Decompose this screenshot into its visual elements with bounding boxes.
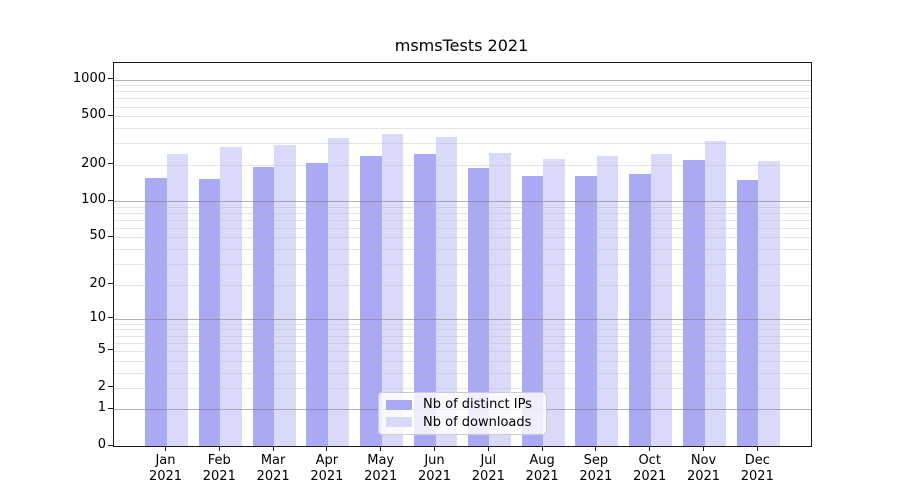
y-tick-50 (108, 235, 113, 237)
y-tick-1000 (108, 78, 113, 79)
x-tick-label-oct: Oct 2021 (633, 453, 667, 484)
x-tick-label-jul: Jul 2021 (471, 453, 505, 484)
y-tick-label-20: 20 (89, 275, 106, 291)
legend-swatch-distinct-ips (386, 399, 412, 410)
bar-jun-distinct-ips (414, 153, 436, 446)
x-tick-nov (703, 446, 704, 451)
x-tick-label-apr: Apr 2021 (310, 453, 344, 484)
x-tick-mar (272, 446, 274, 451)
y-tick-100 (108, 199, 113, 201)
bars-layer (114, 63, 811, 446)
x-tick-feb (218, 446, 220, 451)
x-tick-jan (165, 446, 166, 451)
x-tick-label-jun: Jun 2021 (417, 453, 452, 484)
legend-label-downloads: Nb of downloads (423, 414, 532, 430)
y-tick-200 (108, 163, 113, 165)
bar-sep-distinct-ips (575, 176, 597, 446)
y-tick-10 (108, 317, 113, 319)
plot-area (113, 62, 812, 447)
bar-apr-distinct-ips (306, 163, 328, 446)
x-tick-label-mar: Mar 2021 (256, 453, 290, 484)
bar-jan-downloads (166, 153, 188, 446)
y-tick-label-1000: 1000 (72, 70, 106, 86)
legend: Nb of distinct IPs Nb of downloads (378, 392, 547, 435)
x-tick-label-dec: Dec 2021 (740, 453, 774, 484)
x-tick-label-aug: Aug 2021 (525, 453, 559, 484)
y-tick-label-5: 5 (97, 341, 106, 357)
bar-jun-downloads (435, 137, 457, 446)
y-tick-1 (108, 407, 113, 409)
y-tick-label-10: 10 (89, 309, 106, 325)
x-tick-oct (649, 446, 651, 451)
bar-aug-distinct-ips (521, 176, 544, 446)
y-tick-label-50: 50 (89, 228, 106, 244)
y-tick-label-0: 0 (97, 437, 106, 452)
bar-dec-distinct-ips (736, 179, 759, 446)
x-tick-may (380, 446, 382, 451)
bar-apr-downloads (327, 137, 350, 446)
bar-may-distinct-ips (360, 156, 382, 446)
bar-dec-downloads (758, 160, 780, 446)
y-tick-500 (108, 114, 113, 116)
y-tick-label-100: 100 (81, 192, 106, 208)
y-tick-0 (108, 444, 113, 446)
x-tick-label-may: May 2021 (364, 453, 398, 484)
bar-feb-distinct-ips (198, 178, 221, 446)
x-tick-jun (434, 446, 435, 451)
legend-label-distinct-ips: Nb of distinct IPs (423, 397, 532, 413)
bar-aug-downloads (543, 158, 565, 446)
y-tick-2 (108, 386, 113, 388)
x-tick-jul (487, 446, 489, 451)
y-tick-label-2: 2 (97, 378, 106, 394)
x-tick-sep (595, 446, 597, 451)
x-tick-dec (756, 446, 758, 451)
legend-item-distinct-ips: Nb of distinct IPs (386, 397, 540, 412)
bar-jul-downloads (489, 152, 511, 446)
x-tick-aug (541, 446, 543, 451)
bar-feb-downloads (220, 147, 242, 446)
x-tick-label-nov: Nov 2021 (686, 453, 721, 484)
x-tick-apr (326, 446, 328, 451)
bar-nov-downloads (704, 141, 726, 446)
y-tick-label-500: 500 (81, 107, 106, 123)
bar-oct-distinct-ips (629, 173, 651, 446)
bar-nov-distinct-ips (683, 159, 705, 446)
bar-sep-downloads (596, 156, 619, 446)
chart-title: msmsTests 2021 (394, 36, 529, 55)
x-tick-label-sep: Sep 2021 (579, 453, 613, 484)
x-tick-label-feb: Feb 2021 (202, 453, 236, 484)
bar-mar-downloads (274, 145, 296, 446)
bar-jan-distinct-ips (145, 177, 167, 446)
y-tick-20 (108, 283, 113, 284)
y-tick-label-1: 1 (97, 400, 106, 416)
bar-jul-distinct-ips (467, 168, 490, 446)
bar-oct-downloads (650, 153, 673, 446)
bar-may-downloads (381, 134, 404, 446)
y-tick-5 (108, 349, 113, 351)
bar-mar-distinct-ips (252, 167, 275, 446)
legend-swatch-downloads (386, 417, 412, 428)
y-tick-label-200: 200 (81, 155, 106, 171)
legend-item-downloads: Nb of downloads (386, 415, 540, 430)
x-tick-label-jan: Jan 2021 (148, 453, 183, 484)
